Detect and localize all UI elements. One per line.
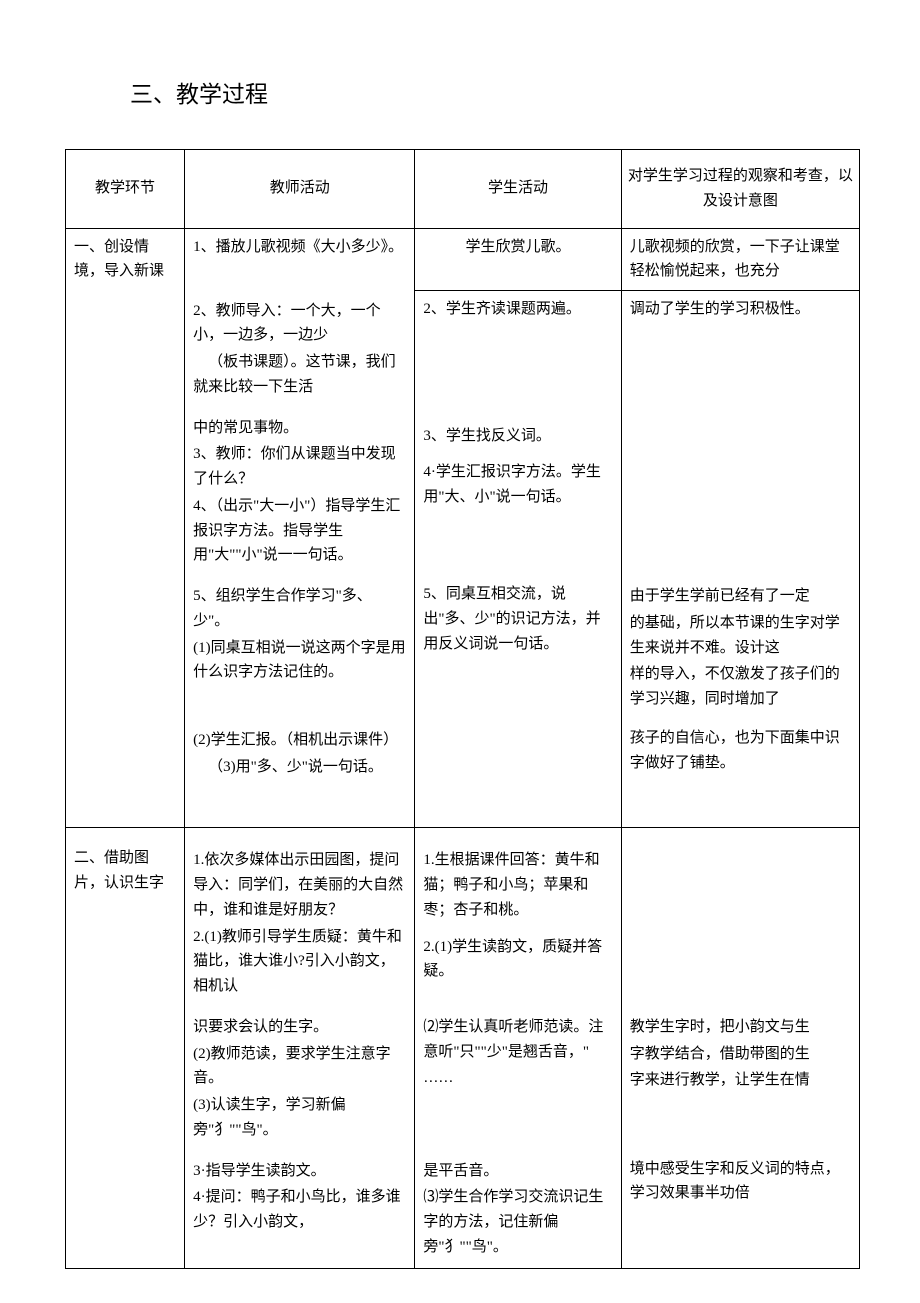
lesson-table: 教学环节 教师活动 学生活动 对学生学习过程的观察和考查，以及设计意图 一、创设… bbox=[65, 149, 860, 1269]
design-cell: 儿歌视频的欣赏，一下子让课堂轻松愉悦起来，也充分 bbox=[621, 228, 859, 291]
teacher-cell: 3·指导学生读韵文。 4·提问：鸭子和小鸟比，谁多谁少？引入小韵文， bbox=[185, 1151, 415, 1269]
page-title: 三、教学过程 bbox=[130, 75, 860, 109]
stage-cell: 二、借助图片，认识生字 bbox=[66, 828, 185, 1007]
design-cell: 由于学生学前已经有了一定 的基础，所以本节课的生字对学生来说并不难。设计这 样的… bbox=[621, 576, 859, 720]
teacher-cell: 识要求会认的生字。 (2)教师范读，要求学生注意字音。 (3)认读生字，学习新偏… bbox=[185, 1007, 415, 1151]
design-cell: 教学生字时，把小韵文与生 字教学结合，借助带图的生 字来进行教学，让学生在情 bbox=[621, 1007, 859, 1151]
teacher-cell: (2)学生汇报。（相机出示课件） （3)用"多、少"说一句话。 bbox=[185, 720, 415, 828]
student-cell: 学生欣赏儿歌。 bbox=[415, 228, 621, 291]
teacher-cell: 2、教师导入：一个大，一个小，一边多，一边少 （板书课题）。这节课，我们就来比较… bbox=[185, 291, 415, 408]
student-cell: ⑵学生认真听老师范读。注意听"只""少"是翘舌音，" …… bbox=[415, 1007, 621, 1151]
design-cell: 孩子的自信心，也为下面集中识字做好了铺垫。 bbox=[621, 720, 859, 828]
design-cell: 调动了学生的学习积极性。 bbox=[621, 291, 859, 408]
teacher-cell: 中的常见事物。 3、教师：你们从课题当中发现了什么？ 4、（出示"大一小"）指导… bbox=[185, 408, 415, 577]
table-row: 5、组织学生合作学习"多、少"。 (1)同桌互相说一说这两个字是用什么识字方法记… bbox=[66, 576, 860, 720]
stage-cell: 一、创设情境，导入新课 bbox=[66, 228, 185, 291]
header-teacher: 教师活动 bbox=[185, 150, 415, 229]
student-cell: 1.生根据课件回答：黄牛和猫；鸭子和小鸟；苹果和枣；杏子和桃。 2.(1)学生读… bbox=[415, 828, 621, 1007]
table-row: 中的常见事物。 3、教师：你们从课题当中发现了什么？ 4、（出示"大一小"）指导… bbox=[66, 408, 860, 577]
table-row: 二、借助图片，认识生字 1.依次多媒体出示田园图，提问导入：同学们，在美丽的大自… bbox=[66, 828, 860, 1007]
header-stage: 教学环节 bbox=[66, 150, 185, 229]
table-row: (2)学生汇报。（相机出示课件） （3)用"多、少"说一句话。 孩子的自信心，也… bbox=[66, 720, 860, 828]
student-cell: 3、学生找反义词。 4·学生汇报识字方法。学生用"大、小"说一句话。 bbox=[415, 408, 621, 577]
student-cell: 是平舌音。 ⑶学生合作学习交流识记生字的方法，记住新偏旁"犭""鸟"。 bbox=[415, 1151, 621, 1269]
design-cell: 境中感受生字和反义词的特点，学习效果事半功倍 bbox=[621, 1151, 859, 1269]
table-row: 2、教师导入：一个大，一个小，一边多，一边少 （板书课题）。这节课，我们就来比较… bbox=[66, 291, 860, 408]
teacher-cell: 1、播放儿歌视频《大小多少》。 bbox=[185, 228, 415, 291]
table-header-row: 教学环节 教师活动 学生活动 对学生学习过程的观察和考查，以及设计意图 bbox=[66, 150, 860, 229]
teacher-cell: 5、组织学生合作学习"多、少"。 (1)同桌互相说一说这两个字是用什么识字方法记… bbox=[185, 576, 415, 720]
table-row: 识要求会认的生字。 (2)教师范读，要求学生注意字音。 (3)认读生字，学习新偏… bbox=[66, 1007, 860, 1151]
teacher-cell: 1.依次多媒体出示田园图，提问导入：同学们，在美丽的大自然中，谁和谁是好朋友？ … bbox=[185, 828, 415, 1007]
header-design: 对学生学习过程的观察和考查，以及设计意图 bbox=[621, 150, 859, 229]
header-student: 学生活动 bbox=[415, 150, 621, 229]
student-cell: 5、同桌互相交流，说出"多、少"的识记方法，并用反义词说一句话。 bbox=[415, 576, 621, 720]
student-cell: 2、学生齐读课题两遍。 bbox=[415, 291, 621, 408]
table-row: 3·指导学生读韵文。 4·提问：鸭子和小鸟比，谁多谁少？引入小韵文， 是平舌音。… bbox=[66, 1151, 860, 1269]
table-row: 一、创设情境，导入新课 1、播放儿歌视频《大小多少》。 学生欣赏儿歌。 儿歌视频… bbox=[66, 228, 860, 291]
